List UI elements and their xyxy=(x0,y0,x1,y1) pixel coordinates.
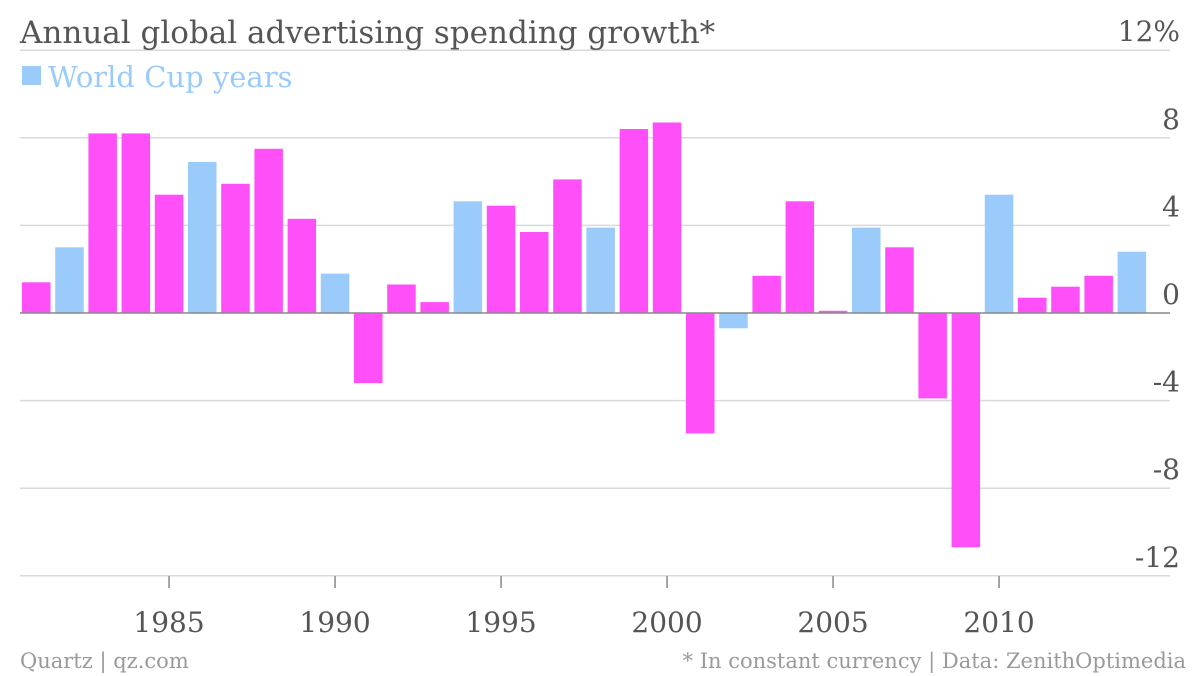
legend-swatch-world-cup xyxy=(22,66,41,85)
bar-1988 xyxy=(254,148,283,314)
x-tick-label: 2005 xyxy=(797,606,868,639)
bar-1987 xyxy=(221,183,250,313)
bar-1996 xyxy=(520,232,549,313)
bar-2004 xyxy=(785,201,815,313)
chart-title: Annual global advertising spending growt… xyxy=(19,15,715,51)
bar-1992 xyxy=(387,284,416,313)
bar-2003 xyxy=(752,275,781,313)
y-tick-label: -8 xyxy=(1153,453,1180,486)
bar-2012 xyxy=(1051,286,1080,313)
legend-label-world-cup: World Cup years xyxy=(48,60,292,94)
bar-1986 xyxy=(188,161,217,313)
bar-2005 xyxy=(818,310,848,313)
bar-1985 xyxy=(154,194,184,313)
x-tick-labels: 1985 1990 1995 2000 2005 2010 xyxy=(133,576,1035,639)
bar-2002 xyxy=(719,313,748,329)
footer-source: Quartz | qz.com xyxy=(20,649,189,674)
bar-2000 xyxy=(652,122,682,313)
y-tick-label: 0 xyxy=(1162,278,1180,311)
bar-1994 xyxy=(453,201,483,313)
bar-2010 xyxy=(984,194,1014,313)
y-tick-label: 4 xyxy=(1162,190,1180,223)
bar-2008 xyxy=(918,313,947,399)
x-tick-label: 2000 xyxy=(631,606,702,639)
y-tick-label: 8 xyxy=(1162,103,1180,136)
x-tick-label: 1985 xyxy=(133,606,204,639)
bar-2014 xyxy=(1117,251,1147,313)
bar-1995 xyxy=(486,205,516,313)
x-tick-label: 1990 xyxy=(299,606,370,639)
bar-2006 xyxy=(852,227,881,313)
bar-2001 xyxy=(686,313,715,434)
bar-1997 xyxy=(553,179,582,313)
bar-2011 xyxy=(1018,297,1047,313)
x-tick-label: 1995 xyxy=(465,606,536,639)
bar-1998 xyxy=(586,227,615,313)
bar-1999 xyxy=(619,129,649,313)
bar-2007 xyxy=(885,247,914,313)
y-tick-labels: 12% 8 4 0 -4 -8 -12 xyxy=(1118,15,1180,574)
bar-2009 xyxy=(951,313,981,548)
bar-1989 xyxy=(287,218,317,313)
y-tick-label: -4 xyxy=(1153,366,1180,399)
bar-1981 xyxy=(22,282,51,313)
y-tick-label: 12% xyxy=(1118,15,1180,48)
x-tick-label: 2010 xyxy=(963,606,1034,639)
y-tick-label: -12 xyxy=(1135,541,1180,574)
bar-1984 xyxy=(121,133,151,313)
bar-1991 xyxy=(354,313,383,384)
bar-1990 xyxy=(320,273,350,313)
bar-1982 xyxy=(55,247,84,313)
bar-1993 xyxy=(420,302,449,313)
bar-1983 xyxy=(88,133,117,313)
bar-layer xyxy=(22,122,1147,548)
footer-note: * In constant currency | Data: ZenithOpt… xyxy=(683,649,1186,674)
bar-2013 xyxy=(1084,275,1113,313)
